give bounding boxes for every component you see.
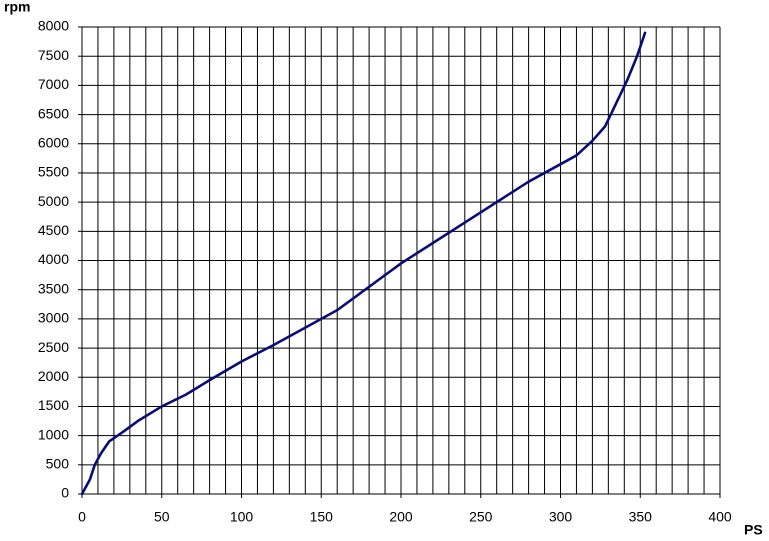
y-tick-label: 500 bbox=[46, 456, 70, 472]
x-tick-label: 100 bbox=[230, 509, 254, 525]
y-tick-label: 7000 bbox=[38, 76, 69, 92]
y-axis-title: rpm bbox=[4, 0, 30, 15]
y-tick-label: 8000 bbox=[38, 18, 69, 34]
y-tick-label: 5500 bbox=[38, 164, 69, 180]
y-tick-label: 2000 bbox=[38, 368, 69, 384]
y-tick-label: 6500 bbox=[38, 105, 69, 121]
x-tick-label: 300 bbox=[549, 509, 573, 525]
y-tick-label: 0 bbox=[61, 485, 69, 501]
y-tick-label: 1500 bbox=[38, 397, 69, 413]
x-tick-label: 50 bbox=[154, 509, 170, 525]
x-tick-label: 400 bbox=[708, 509, 732, 525]
x-axis-title: PS bbox=[744, 522, 763, 538]
y-tick-label: 5000 bbox=[38, 193, 69, 209]
data-line bbox=[80, 31, 647, 496]
x-tick-label: 200 bbox=[389, 509, 413, 525]
y-tick-label: 6000 bbox=[38, 134, 69, 150]
y-tick-label: 3000 bbox=[38, 310, 69, 326]
y-tick-label: 4500 bbox=[38, 222, 69, 238]
y-tick-label: 7500 bbox=[38, 47, 69, 63]
x-tick-label: 0 bbox=[78, 509, 86, 525]
y-tick-label: 1000 bbox=[38, 426, 69, 442]
y-tick-label: 2500 bbox=[38, 339, 69, 355]
x-tick-label: 150 bbox=[310, 509, 334, 525]
x-tick-label: 350 bbox=[629, 509, 653, 525]
x-tick-label: 250 bbox=[469, 509, 493, 525]
y-tick-label: 4000 bbox=[38, 251, 69, 267]
y-tick-label: 3500 bbox=[38, 280, 69, 296]
